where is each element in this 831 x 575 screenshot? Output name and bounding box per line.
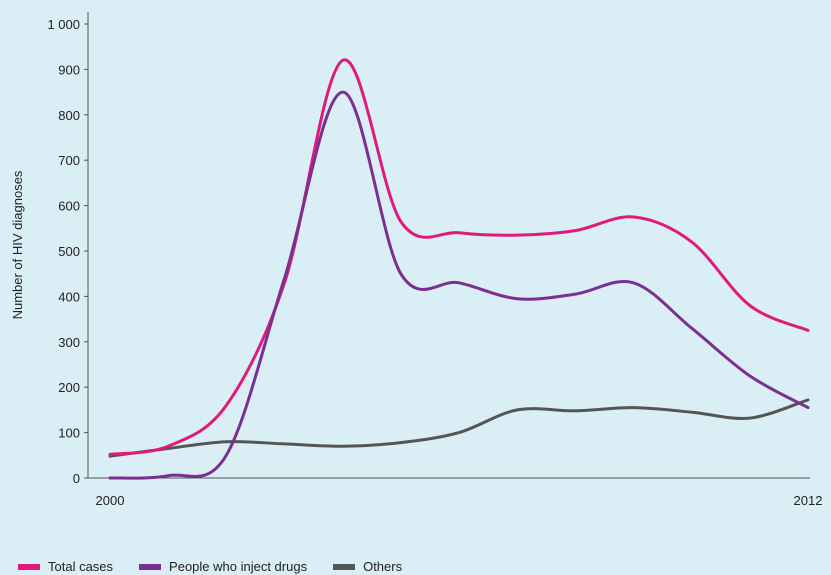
y-tick-label: 900: [58, 62, 80, 77]
x-tick-label: 2000: [96, 493, 125, 508]
y-tick-label: 500: [58, 244, 80, 259]
legend-item: People who inject drugs: [139, 559, 307, 574]
legend-item: Total cases: [18, 559, 113, 574]
legend-label: Total cases: [48, 559, 114, 574]
legend-label: People who inject drugs: [169, 559, 308, 574]
series-lines: [108, 58, 810, 480]
series-line-total-cases: [108, 58, 810, 456]
y-tick-label: 1 000: [47, 17, 80, 32]
legend-label: Others: [363, 559, 403, 574]
x-ticks: 2000 2012: [96, 493, 823, 508]
legend-item: Others: [333, 559, 402, 574]
y-tick-label: 200: [58, 380, 80, 395]
legend: Total cases People who inject drugs Others: [18, 559, 428, 574]
series-line-people-who-inject-drugs: [108, 90, 810, 480]
y-axis-title: Number of HIV diagnoses: [10, 170, 25, 319]
x-tick-label: 2012: [794, 493, 823, 508]
legend-swatch: [333, 563, 356, 570]
legend-swatch: [139, 563, 162, 570]
legend-swatch: [18, 563, 40, 570]
series-line-others: [108, 398, 810, 458]
y-tick-label: 700: [58, 153, 80, 168]
y-tick-label: 600: [58, 199, 80, 214]
y-tick-label: 400: [58, 289, 80, 304]
y-tick-label: 300: [58, 335, 80, 350]
y-tick-label: 800: [58, 108, 80, 123]
y-tick-label: 0: [73, 471, 80, 486]
y-ticks: 0 100 200 300 400 500 600 700 800 900 1 000: [47, 17, 88, 486]
y-tick-label: 100: [58, 426, 80, 441]
